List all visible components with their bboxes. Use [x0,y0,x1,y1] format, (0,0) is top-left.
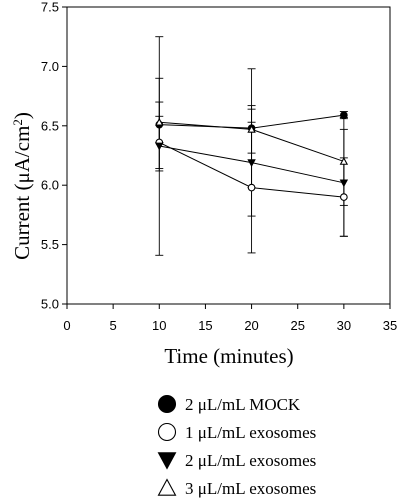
series-markers [155,111,349,201]
y-axis-title: Current (μA/cm2) [10,112,35,260]
data-point [247,124,256,133]
legend-marker [157,422,177,442]
x-tick-label: 5 [110,318,117,333]
x-tick-label: 15 [198,318,212,333]
x-tick-label: 25 [290,318,304,333]
y-axis-title-main: Current (μA/cm [10,126,34,260]
data-point [339,156,349,165]
y-tick-label: 5.0 [41,297,59,312]
legend-label: 1 μL/mL exosomes [185,423,316,442]
legend-label: 2 μL/mL exosomes [185,451,316,470]
data-point [247,183,256,192]
y-tick-label: 6.5 [41,118,59,133]
y-axis-title-close: ) [10,112,34,119]
x-axis-title: Time (minutes) [164,344,293,368]
y-tick-label: 7.5 [41,0,59,15]
y-tick-label: 6.0 [41,178,59,193]
data-point [155,142,164,151]
data-point [340,193,348,201]
legend: 2 μL/mL MOCK 1 μL/mL exosomes 2 μL/mL exos… [157,394,316,498]
ticks: 0 5 10 15 20 25 30 35 5.0 5.5 6.0 6.5 7.0 7.5 [41,0,397,333]
data-point [155,117,164,126]
x-tick-label: 20 [244,318,258,333]
x-tick-label: 35 [383,318,397,333]
legend-label: 3 μL/mL exosomes [185,479,316,498]
legend-marker [157,394,177,414]
y-tick-label: 5.5 [41,237,59,252]
x-tick-label: 30 [337,318,351,333]
legend-marker [157,478,177,496]
legend-label: 2 μL/mL MOCK [185,395,301,414]
x-tick-label: 10 [152,318,166,333]
data-point [339,179,349,188]
axes [66,6,391,305]
plot-frame [66,6,391,305]
x-tick-label: 0 [63,318,70,333]
series-layer [155,36,349,256]
legend-marker [157,452,177,470]
y-tick-label: 7.0 [41,59,59,74]
error-bars [155,36,348,256]
data-point [340,111,348,119]
data-point [247,159,256,168]
y-axis-title-superscript: 2 [10,119,25,126]
